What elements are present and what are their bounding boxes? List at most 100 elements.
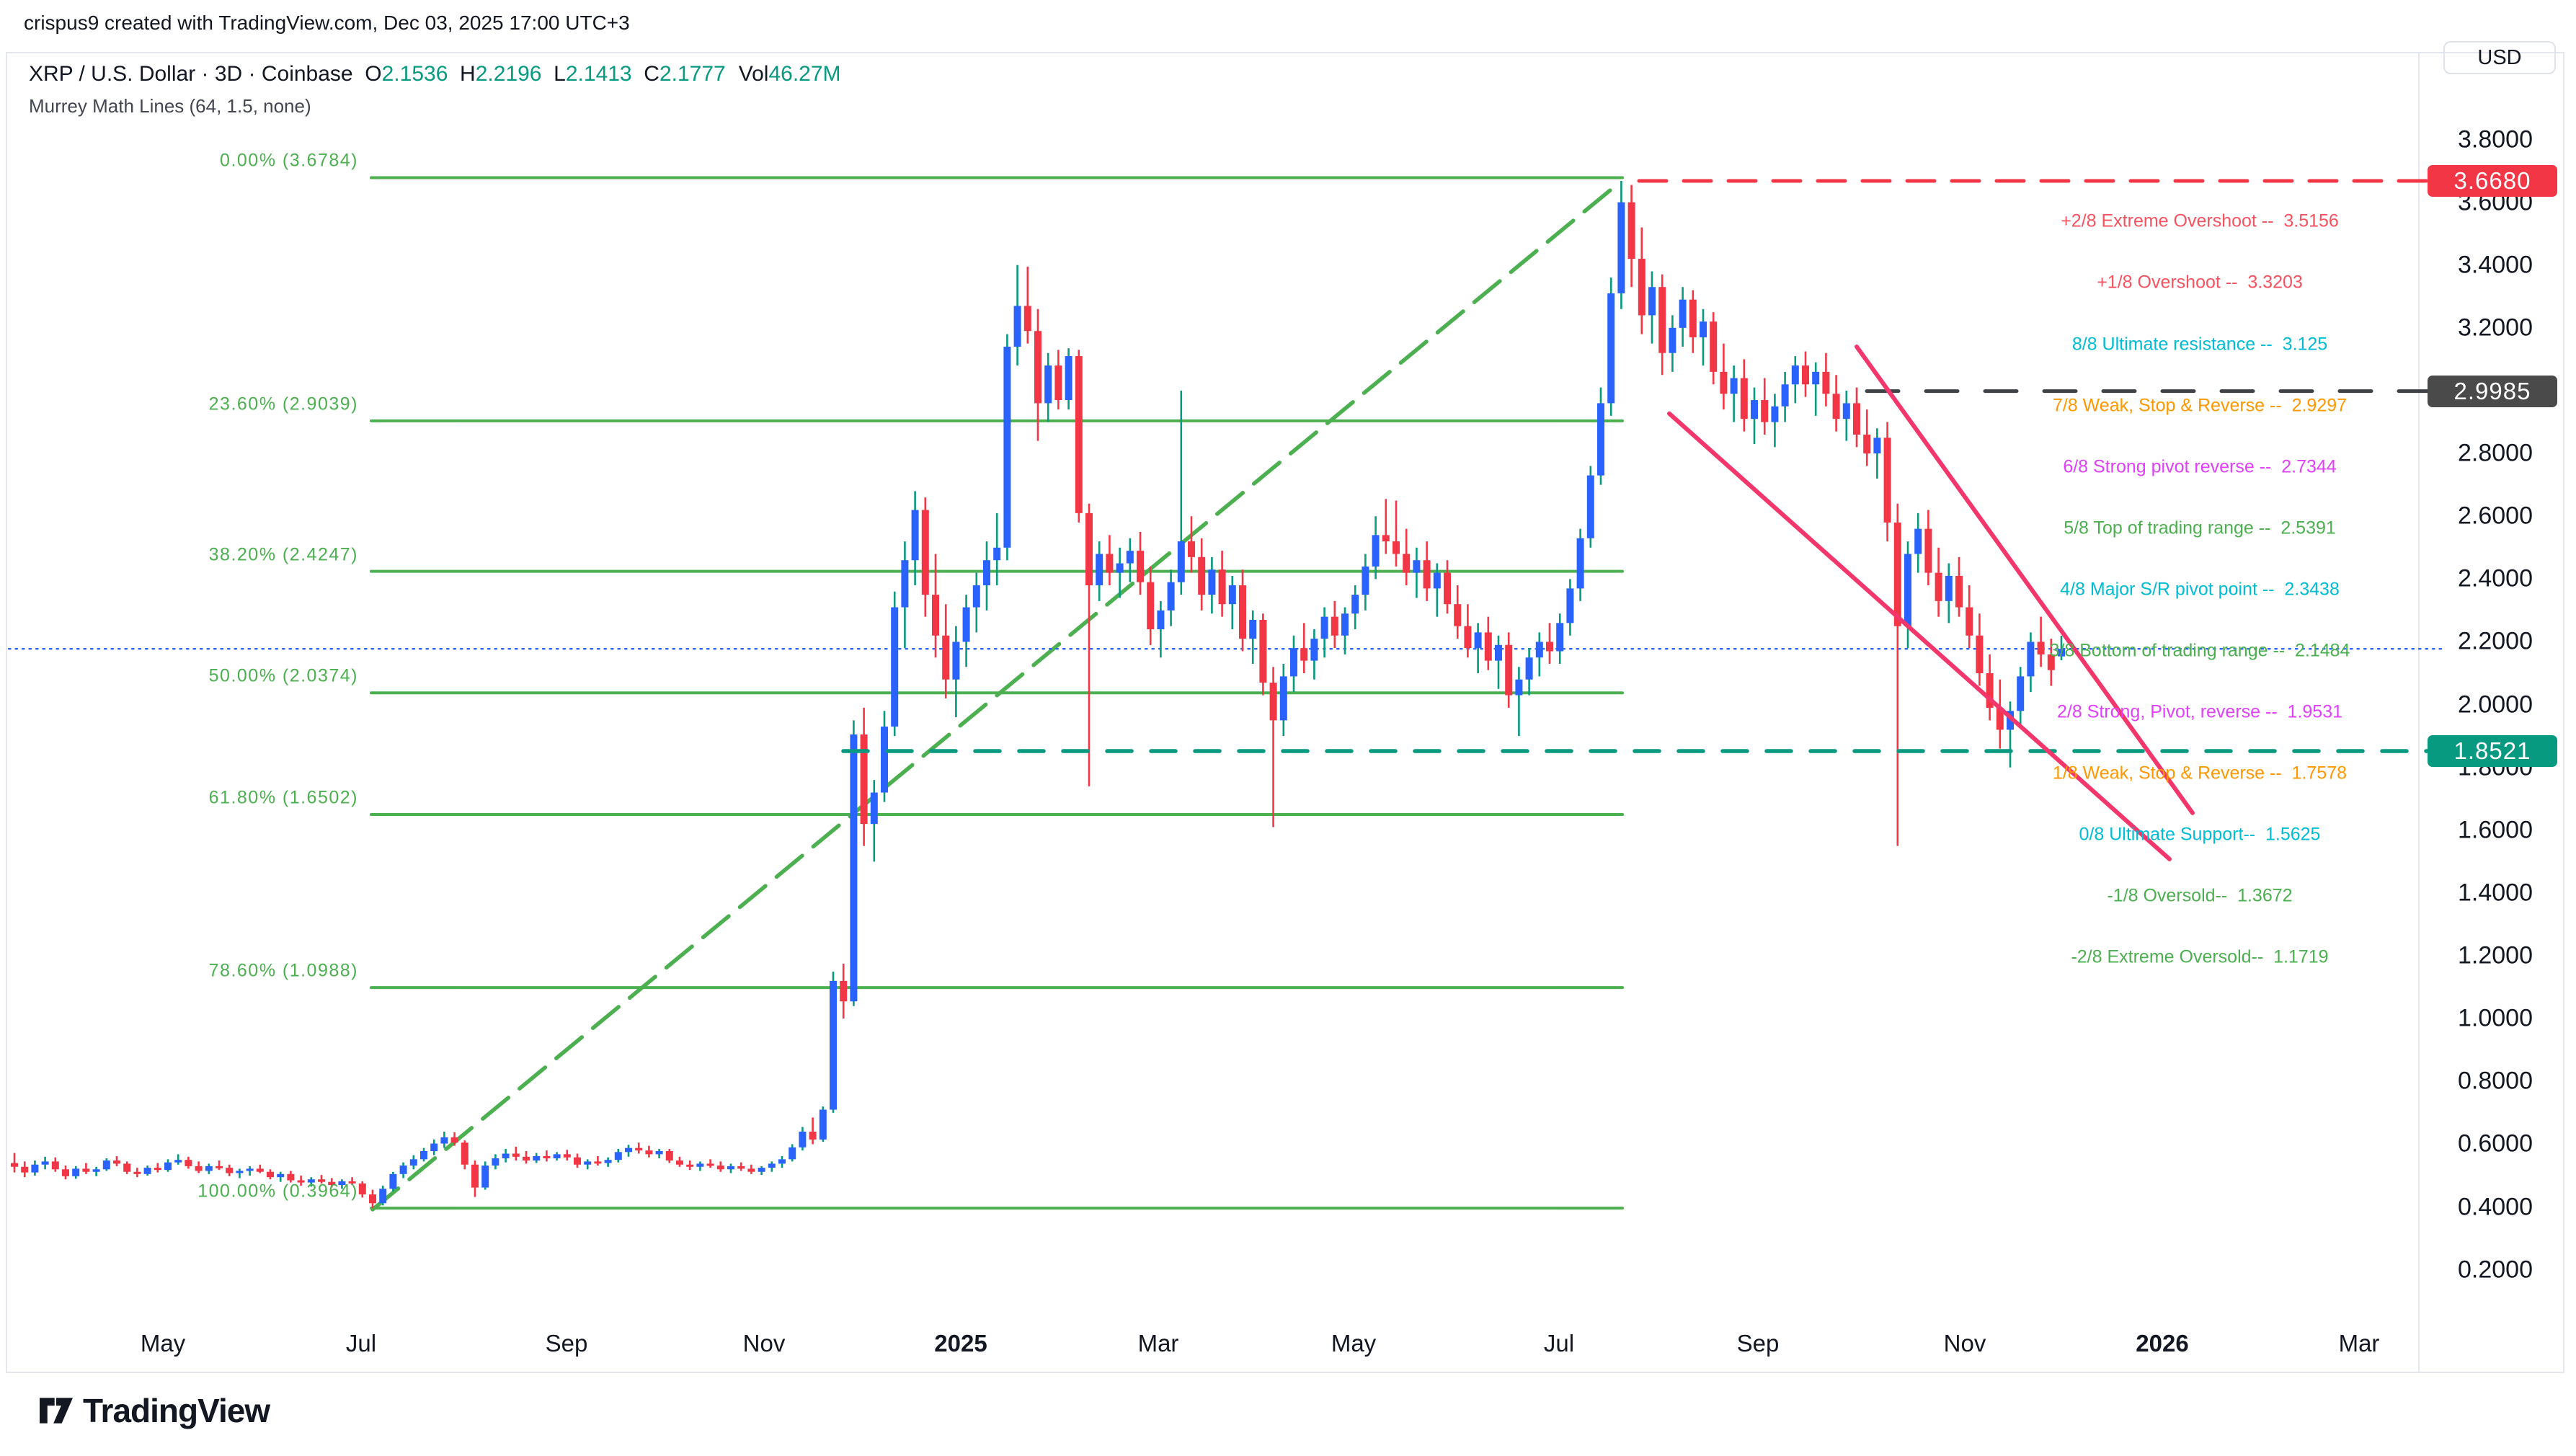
- candle-up: [1320, 607, 1328, 658]
- time-tick-Jul-7: Jul: [1543, 1330, 1575, 1357]
- time-tick-Sep-2: Sep: [545, 1330, 588, 1357]
- candle-up: [205, 1163, 213, 1174]
- candle-down: [226, 1164, 234, 1176]
- candle-up: [1669, 315, 1676, 372]
- candle-body: [1607, 293, 1615, 404]
- candle-up: [430, 1139, 438, 1155]
- time-axis[interactable]: May Jul Sep Nov 2025 Mar May Jul Sep Nov 2026 Mar: [0, 1330, 2576, 1373]
- candle-body: [82, 1168, 90, 1172]
- candle-down: [471, 1160, 479, 1197]
- candle-body: [1137, 551, 1144, 582]
- candle-up: [1700, 308, 1707, 366]
- candle-down: [328, 1178, 336, 1188]
- candle-body: [1013, 306, 1021, 347]
- indicator-label[interactable]: Murrey Math Lines (64, 1.5, none): [29, 95, 311, 117]
- ohlc-value-O: 2.1536: [381, 62, 448, 86]
- fib-label-78.60[interactable]: 78.60% (1.0988): [208, 960, 358, 981]
- candle-body: [1147, 582, 1155, 630]
- candle-body: [1955, 575, 1963, 608]
- falling-wedge-lower-line[interactable]: [1667, 411, 2172, 861]
- candle-body: [1883, 438, 1891, 523]
- falling-wedge-upper-line[interactable]: [1855, 344, 2195, 815]
- candle-body: [635, 1148, 643, 1151]
- price-tick-1.4000: 1.4000: [2458, 879, 2533, 907]
- candle-down: [113, 1155, 120, 1166]
- candle-up: [1044, 352, 1052, 422]
- candle-body: [1586, 475, 1594, 538]
- price-axis-separator: [2418, 52, 2420, 1373]
- candle-body: [1627, 202, 1635, 259]
- candle-up: [389, 1171, 397, 1191]
- price-tick-1.6000: 1.6000: [2458, 816, 2533, 844]
- candle-body: [1546, 642, 1553, 652]
- candle-body: [1720, 371, 1728, 394]
- candle-body: [727, 1166, 734, 1170]
- candle-body: [1382, 535, 1390, 542]
- candle-down: [747, 1164, 755, 1174]
- time-tick-Nov-9: Nov: [1943, 1330, 1986, 1357]
- candle-up: [696, 1161, 704, 1171]
- candle-up: [830, 971, 837, 1113]
- candle-down: [645, 1145, 653, 1158]
- candle-up: [236, 1168, 244, 1178]
- candle-body: [1228, 585, 1236, 605]
- tradingview-logo-icon: [40, 1398, 73, 1424]
- candle-up: [420, 1148, 427, 1162]
- fib-label-0.00[interactable]: 0.00% (3.6784): [220, 150, 358, 171]
- price-tick-0.8000: 0.8000: [2458, 1067, 2533, 1095]
- candle-down: [297, 1175, 305, 1186]
- uptrend-dashed-line[interactable]: [370, 182, 1620, 1212]
- candle-body: [1842, 403, 1850, 420]
- candle-body: [881, 727, 888, 793]
- candle-down: [1740, 359, 1748, 432]
- candle-body: [1751, 400, 1758, 420]
- candle-up: [1372, 516, 1380, 580]
- candle-up: [870, 780, 878, 862]
- candle-body: [533, 1155, 541, 1161]
- candle-body: [409, 1159, 417, 1166]
- candle-body: [1597, 403, 1604, 476]
- candle-down: [256, 1164, 264, 1173]
- price-tick-2.0000: 2.0000: [2458, 691, 2533, 719]
- candle-body: [1351, 595, 1359, 614]
- candle-body: [799, 1131, 807, 1148]
- fib-label-61.80[interactable]: 61.80% (1.6502): [208, 787, 358, 808]
- candle-body: [2058, 649, 2065, 657]
- candle-body: [1075, 356, 1083, 513]
- candle-down: [1802, 351, 1809, 397]
- candle-up: [1290, 635, 1297, 693]
- fib-label-23.60[interactable]: 23.60% (2.9039): [208, 394, 358, 414]
- fib-label-50.00[interactable]: 50.00% (2.0374): [208, 665, 358, 686]
- candle-up: [1228, 575, 1236, 630]
- candle-body: [1576, 538, 1584, 589]
- candle-down: [287, 1171, 295, 1183]
- candle-down: [318, 1175, 325, 1184]
- candle-body: [1710, 321, 1718, 372]
- candle-up: [1116, 547, 1124, 598]
- candle-down: [1137, 532, 1144, 595]
- fib-label-100.00[interactable]: 100.00% (0.3964): [197, 1181, 358, 1202]
- murrey-label-7/8: 7/8 Weak, Stop & Reverse -- 2.9297: [2052, 395, 2348, 416]
- candle-up: [584, 1159, 592, 1170]
- candle-body: [952, 642, 960, 680]
- candle-body: [809, 1131, 817, 1140]
- candle-body: [1802, 365, 1809, 385]
- attribution-text: crispus9 created with TradingView.com, D…: [24, 12, 630, 34]
- candle-up: [143, 1166, 151, 1176]
- candle-down: [1924, 510, 1932, 586]
- murrey-label-+1/8: +1/8 Overshoot -- 3.3203: [2097, 272, 2303, 293]
- fib-label-38.20[interactable]: 38.20% (2.4247): [208, 544, 358, 565]
- price-tick-3.8000: 3.8000: [2458, 125, 2533, 153]
- candle-body: [614, 1152, 622, 1160]
- price-axis[interactable]: 3.8000 3.6000 3.4000 3.2000 2.8000 2.6000 2.40…: [2420, 52, 2576, 1373]
- candle-body: [1044, 365, 1052, 404]
- symbol-title-row[interactable]: XRP / U.S. Dollar · 3D · Coinbase O2.153…: [29, 62, 841, 86]
- ohlc-values: O2.1536 H2.2196 L2.1413 C2.1777: [353, 62, 725, 86]
- tradingview-logo[interactable]: TradingView: [40, 1391, 270, 1430]
- candle-down: [1883, 422, 1891, 542]
- candle-down: [635, 1142, 643, 1154]
- candle-up: [1751, 387, 1758, 445]
- currency-usd-button[interactable]: USD: [2443, 41, 2556, 74]
- candle-body: [993, 547, 1001, 561]
